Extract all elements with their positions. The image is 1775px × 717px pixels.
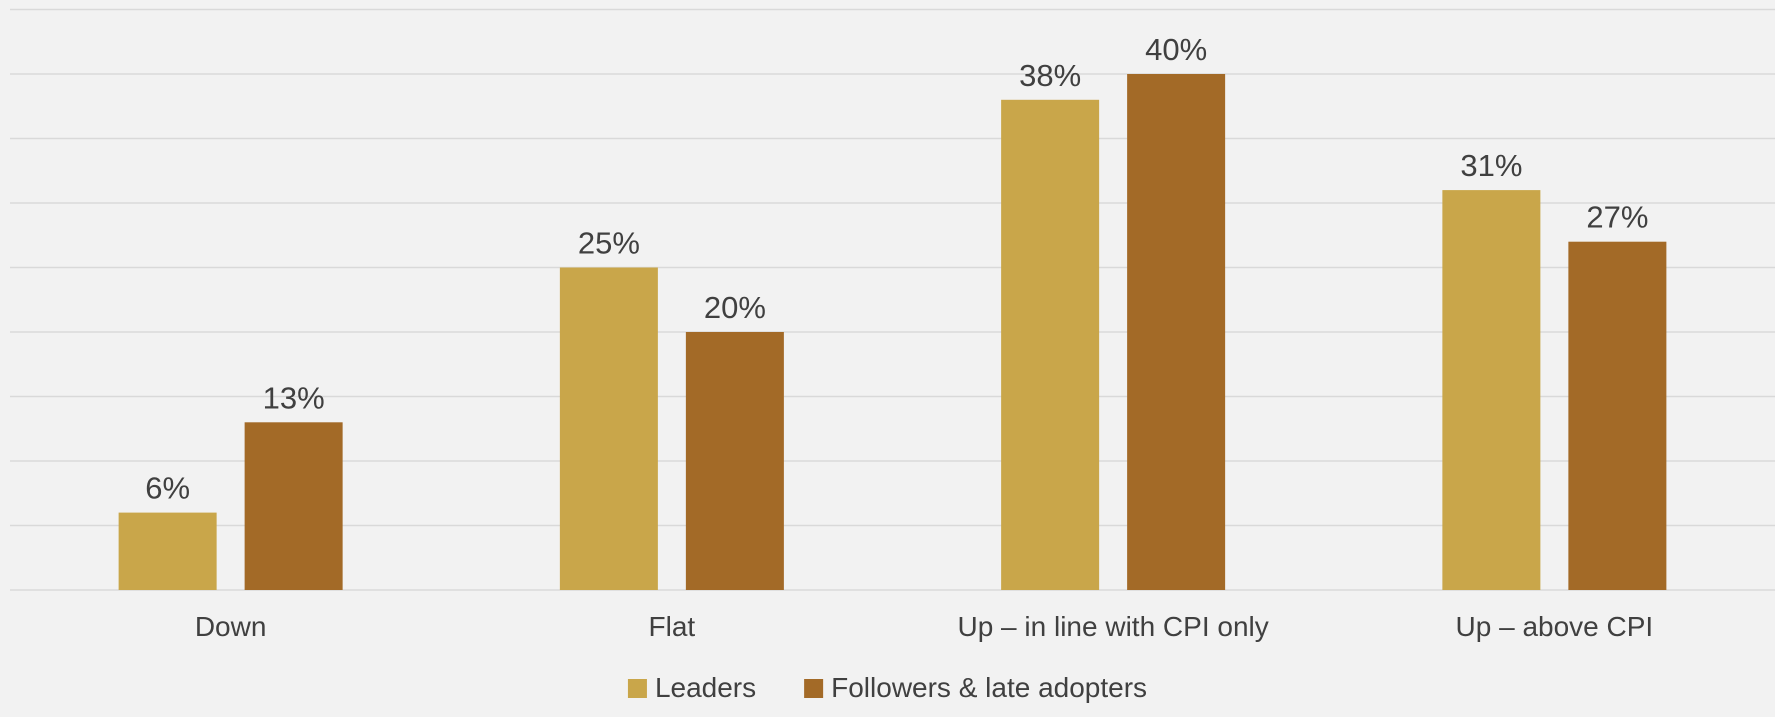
data-label: 6% — [145, 471, 190, 506]
category-label: Flat — [649, 611, 696, 642]
bar-leaders — [1442, 190, 1541, 590]
data-label: 25% — [578, 226, 640, 261]
category-label: Up – in line with CPI only — [957, 611, 1268, 642]
data-label: 13% — [263, 380, 325, 415]
bar-leaders — [559, 267, 658, 590]
data-label: 20% — [704, 290, 766, 325]
data-label: 38% — [1019, 58, 1081, 93]
data-label: 40% — [1145, 32, 1207, 67]
legend-item: Followers & late adopters — [804, 672, 1147, 703]
data-label: 27% — [1586, 200, 1648, 235]
category-label: Up – above CPI — [1456, 611, 1654, 642]
bar-followers — [244, 422, 343, 590]
bar-leaders — [1001, 99, 1100, 591]
legend-item: Leaders — [627, 672, 756, 703]
bar-followers — [1568, 241, 1667, 590]
legend-label: Leaders — [655, 672, 756, 703]
legend-swatch — [627, 679, 647, 698]
bars — [118, 74, 1667, 591]
bar-followers — [685, 332, 784, 590]
legend-label: Followers & late adopters — [831, 672, 1147, 703]
bar-leaders — [118, 512, 217, 590]
category-label: Down — [195, 611, 267, 642]
legend-swatch — [804, 679, 824, 698]
legend: Leaders Followers & late adopters — [627, 672, 1147, 703]
data-labels: 6% 13% 25% 20% 38% 40% 31% 27% — [145, 32, 1648, 506]
data-label: 31% — [1460, 148, 1522, 183]
category-labels: Down Flat Up – in line with CPI only Up – a… — [195, 611, 1653, 642]
bar-followers — [1127, 74, 1226, 590]
